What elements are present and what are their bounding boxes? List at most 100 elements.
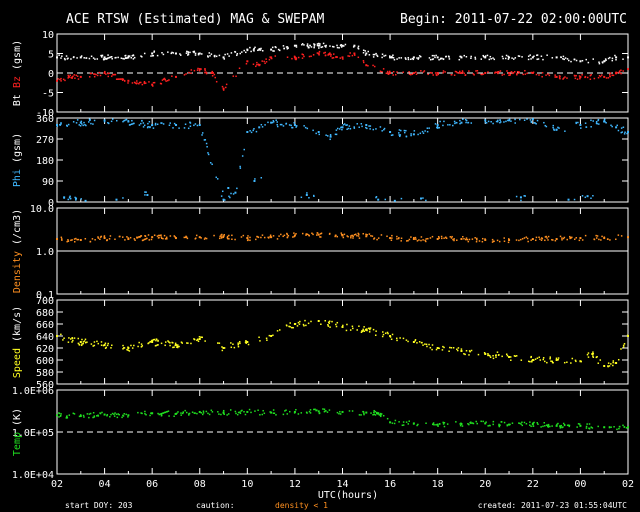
- scatter-dot-bt: [130, 56, 132, 59]
- scatter-dot-density: [286, 233, 289, 236]
- scatter-dot-bz: [538, 74, 540, 76]
- x-axis-label: UTC(hours): [318, 490, 378, 501]
- scatter-dot-density: [408, 238, 411, 241]
- scatter-dot-bt: [100, 54, 102, 57]
- scatter-dot-density: [220, 234, 222, 236]
- scatter-dot-bz: [112, 73, 115, 76]
- scatter-dot-density: [515, 239, 518, 241]
- scatter-dot-temp: [468, 423, 470, 426]
- scatter-dot-bt: [171, 51, 173, 54]
- scatter-dot-density: [441, 237, 443, 240]
- data-point-density: [127, 238, 130, 241]
- scatter-dot-density: [157, 237, 160, 239]
- scatter-dot-bz: [590, 74, 592, 76]
- scatter-dot-density: [77, 238, 80, 241]
- scatter-dot-phi: [365, 126, 367, 129]
- scatter-dot-speed: [196, 339, 198, 342]
- scatter-dot-bt: [434, 56, 436, 59]
- scatter-dot-density: [334, 234, 337, 237]
- scatter-dot-temp: [114, 412, 116, 414]
- scatter-dot-bt: [367, 50, 369, 53]
- scatter-dot-bt: [151, 55, 154, 57]
- scatter-dot-bt: [286, 46, 289, 48]
- scatter-dot-phi: [295, 125, 298, 127]
- scatter-dot-bz: [74, 77, 76, 79]
- scatter-dot-phi-low: [523, 195, 525, 197]
- scatter-dot-density: [272, 235, 275, 237]
- scatter-dot-temp: [476, 422, 478, 425]
- scatter-dot-speed: [587, 356, 590, 358]
- scatter-dot-phi: [60, 122, 62, 124]
- y-tick-label-mag: 0: [48, 69, 54, 80]
- scatter-dot-bt: [179, 53, 181, 55]
- scatter-dot-bt: [295, 44, 298, 47]
- scatter-dot-temp: [560, 424, 562, 427]
- scatter-dot-phi: [353, 126, 355, 128]
- scatter-dot-bt: [381, 53, 384, 55]
- scatter-dot-temp: [217, 411, 219, 413]
- scatter-dot-speed: [351, 325, 354, 328]
- scatter-dot-speed: [414, 339, 417, 342]
- scatter-dot-temp: [99, 412, 101, 414]
- scatter-dot-density: [520, 238, 522, 241]
- scatter-dot-bt: [161, 52, 163, 54]
- scatter-dot-phi: [236, 187, 238, 190]
- scatter-dot-bt: [521, 56, 523, 58]
- scatter-dot-density: [213, 234, 215, 237]
- scatter-dot-density: [413, 237, 415, 239]
- scatter-dot-speed: [515, 355, 518, 357]
- scatter-dot-density: [174, 236, 176, 238]
- scatter-dot-density: [362, 232, 365, 235]
- scatter-dot-temp: [529, 421, 531, 423]
- data-point-bz: [460, 72, 463, 74]
- scatter-dot-temp: [408, 420, 410, 422]
- scatter-dot-speed: [399, 337, 401, 339]
- scatter-dot-speed: [542, 358, 544, 361]
- scatter-dot-phi: [66, 124, 68, 127]
- scatter-dot-bt: [193, 50, 196, 53]
- scatter-dot-bz: [597, 76, 600, 79]
- scatter-dot-density: [319, 233, 322, 235]
- scatter-dot-bt: [301, 44, 303, 46]
- scatter-dot-phi: [59, 124, 62, 126]
- scatter-dot-density: [140, 235, 143, 237]
- scatter-dot-temp: [188, 412, 191, 415]
- scatter-dot-speed: [586, 353, 589, 356]
- scatter-dot-temp: [82, 414, 85, 417]
- scatter-dot-bt: [58, 54, 60, 56]
- data-point-speed: [389, 335, 392, 337]
- scatter-dot-speed: [140, 343, 143, 345]
- data-point-density: [103, 237, 106, 240]
- scatter-dot-bt: [318, 44, 321, 47]
- scatter-dot-bz: [257, 63, 260, 66]
- scatter-dot-density: [73, 241, 76, 243]
- scatter-dot-bt: [429, 58, 432, 61]
- scatter-dot-bt: [207, 56, 209, 58]
- scatter-dot-bt: [391, 56, 394, 59]
- scatter-dot-bz: [143, 80, 146, 83]
- scatter-dot-speed: [245, 342, 247, 344]
- scatter-dot-speed: [153, 338, 156, 341]
- y-tick-label-speed: 640: [36, 332, 54, 343]
- scatter-dot-temp: [436, 423, 439, 426]
- scatter-dot-phi: [318, 133, 321, 136]
- scatter-dot-speed: [531, 361, 533, 363]
- data-point-density: [270, 236, 273, 239]
- scatter-dot-speed: [172, 346, 174, 349]
- scatter-dot-speed: [217, 342, 219, 344]
- start-doy: start DOY: 203: [65, 501, 133, 510]
- scatter-dot-phi: [249, 130, 251, 132]
- scatter-dot-temp: [66, 417, 69, 419]
- x-tick-label: 14: [336, 479, 348, 490]
- scatter-dot-bt: [117, 56, 119, 59]
- scatter-dot-phi: [499, 119, 501, 121]
- scatter-dot-speed: [416, 342, 418, 344]
- scatter-dot-phi: [422, 132, 425, 134]
- scatter-dot-speed: [426, 345, 428, 348]
- scatter-dot-bz: [324, 51, 327, 54]
- scatter-dot-density: [159, 234, 161, 237]
- data-point-temp: [603, 426, 606, 429]
- scatter-dot-bz: [409, 73, 412, 76]
- scatter-dot-bt: [445, 55, 447, 58]
- scatter-dot-phi: [329, 134, 332, 136]
